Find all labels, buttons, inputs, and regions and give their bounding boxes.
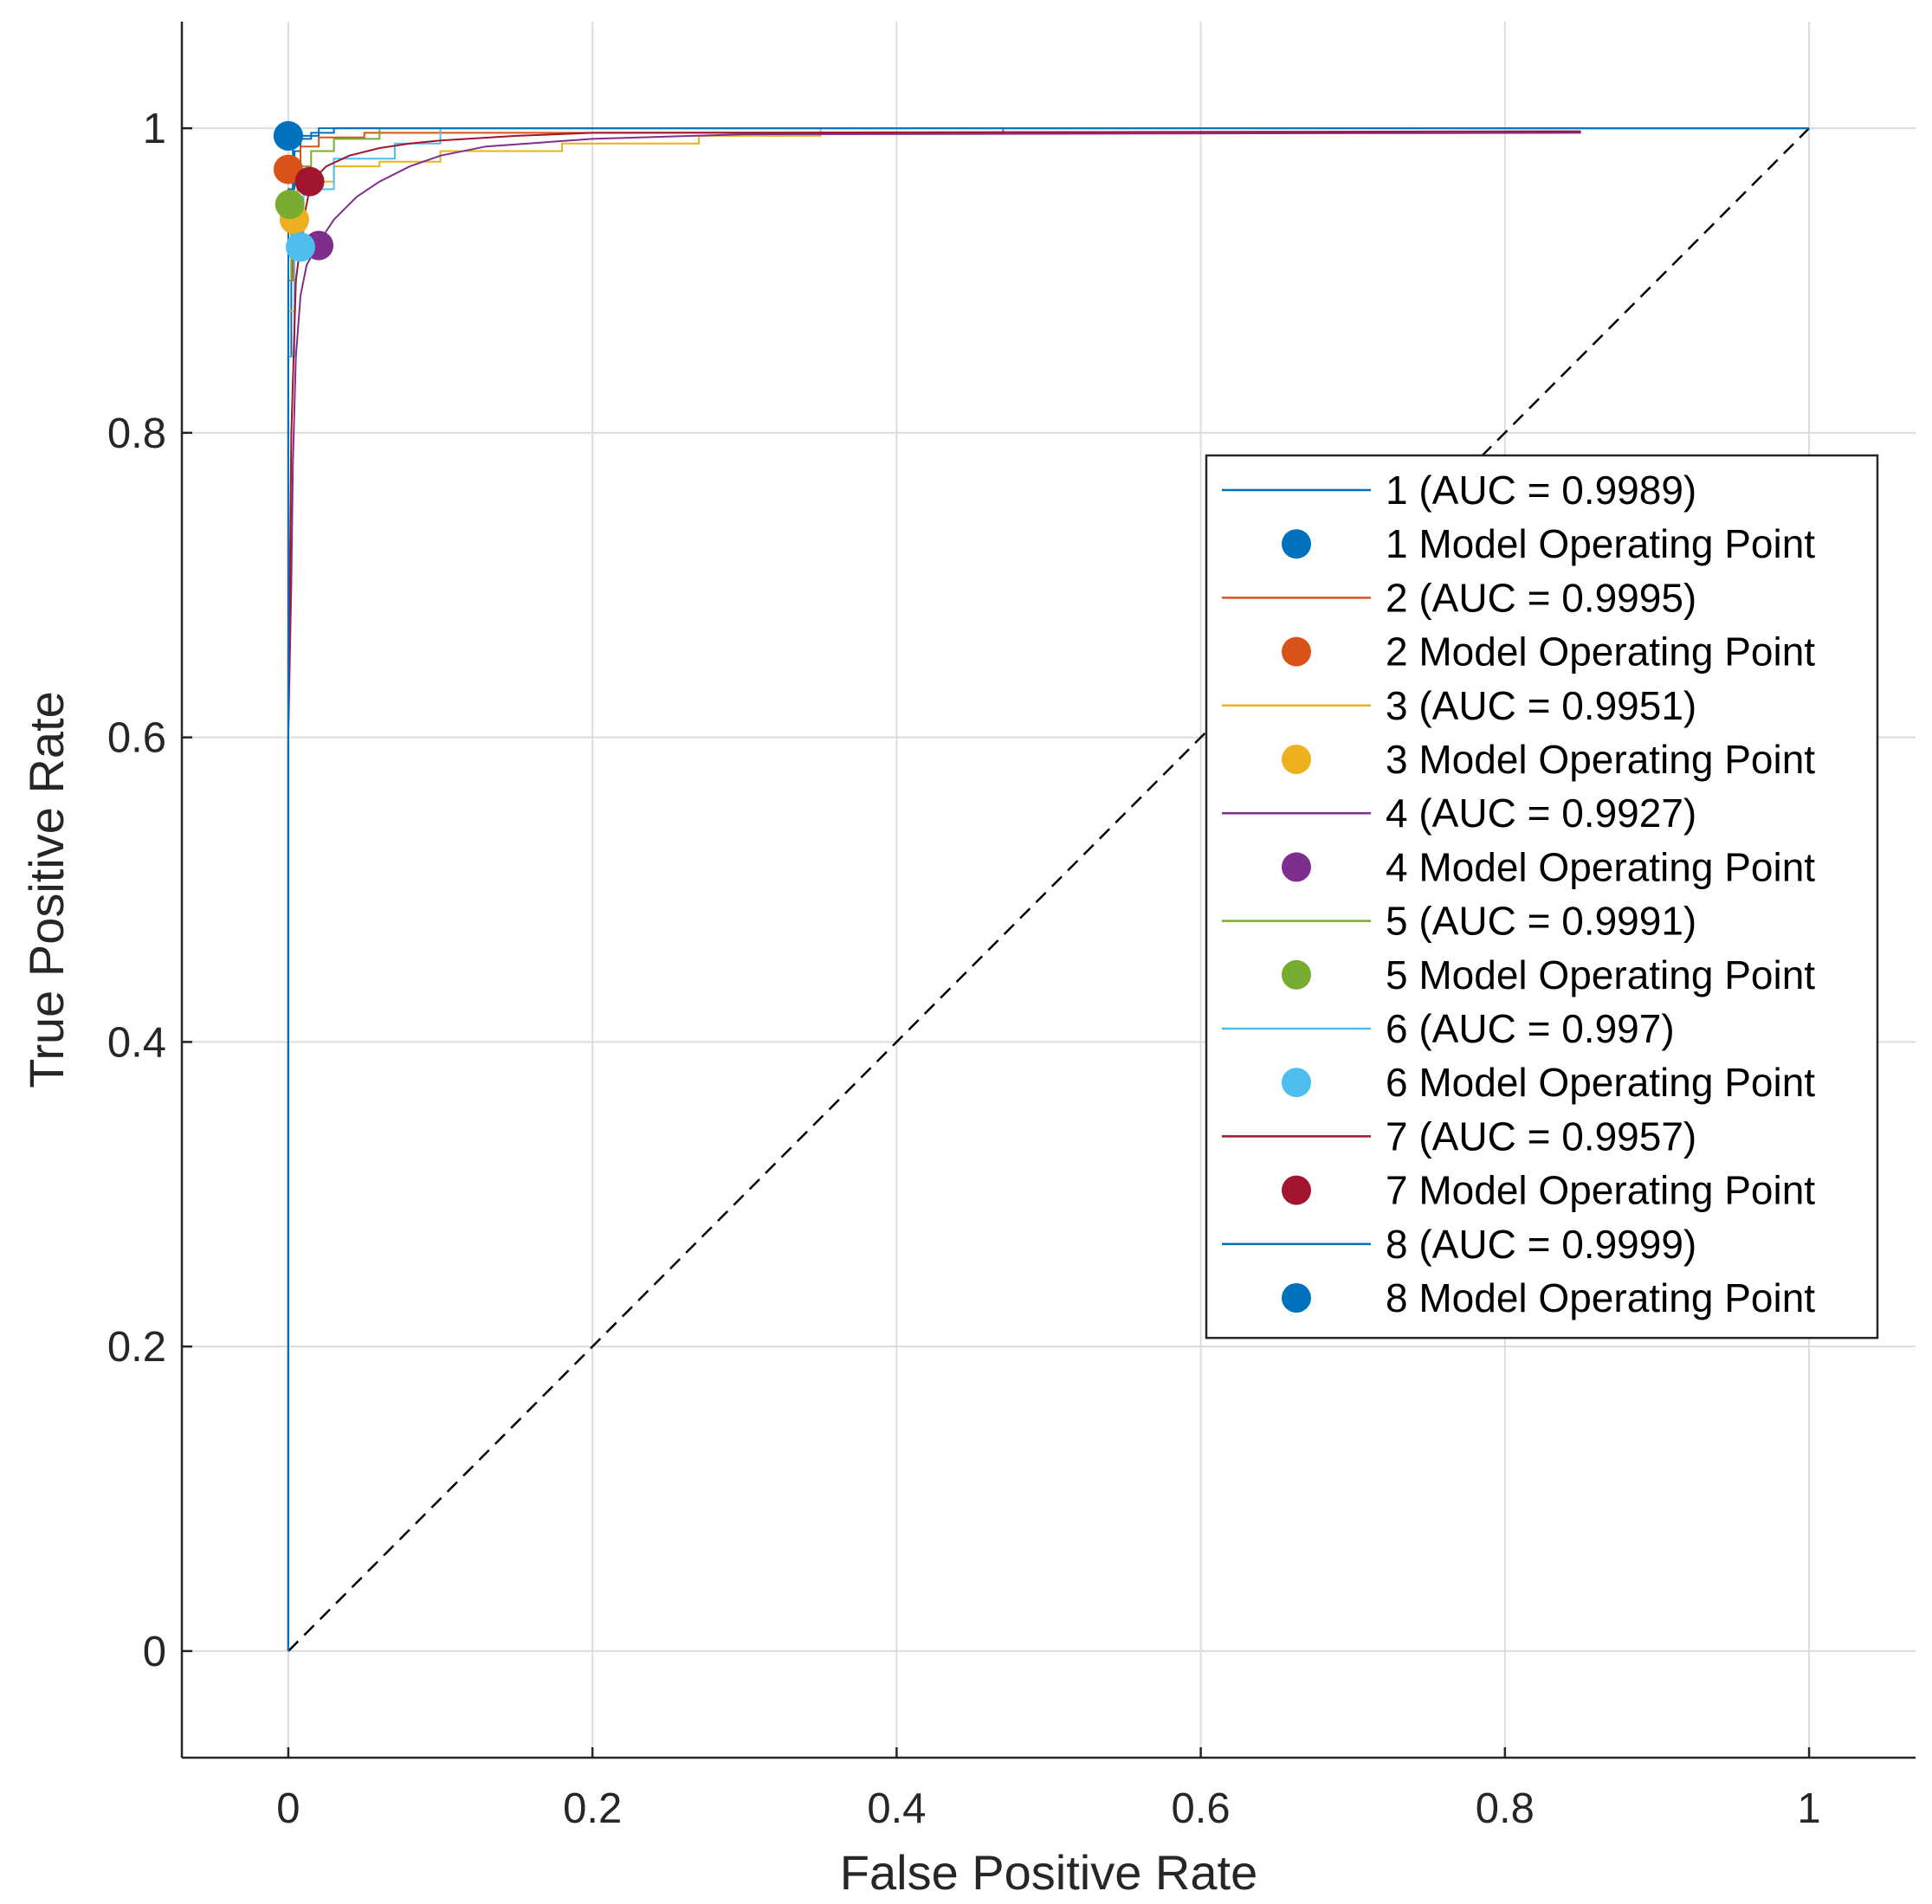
legend-entry-curve: 6 (AUC = 0.997) [1386, 1006, 1675, 1051]
axes [180, 22, 1916, 1759]
operating-points [273, 120, 334, 262]
operating-point-7 [294, 166, 325, 197]
legend-entry-curve: 3 (AUC = 0.9951) [1386, 683, 1696, 728]
legend-marker-swatch [1282, 529, 1311, 559]
legend-entry-curve: 5 (AUC = 0.9991) [1386, 899, 1696, 944]
legend-entry-operating-point: 1 Model Operating Point [1386, 521, 1815, 566]
legend-entry-curve: 2 (AUC = 0.9995) [1386, 575, 1696, 620]
x-tick-label: 0.4 [867, 1785, 926, 1832]
legend-entry-operating-point: 3 Model Operating Point [1386, 737, 1815, 782]
legend-entry-operating-point: 2 Model Operating Point [1386, 629, 1815, 674]
legend: 1 (AUC = 0.9989) 1 Model Operating Point 2… [1205, 454, 1879, 1339]
x-tick-label: 0 [276, 1785, 300, 1832]
y-tick-label: 1 [143, 106, 166, 152]
operating-point-5 [275, 190, 305, 220]
y-axis-label: True Positive Rate [19, 691, 74, 1088]
legend-entry-operating-point: 5 Model Operating Point [1386, 952, 1815, 997]
legend-entry-curve: 4 (AUC = 0.9927) [1386, 791, 1696, 836]
legend-box [1205, 454, 1879, 1339]
legend-marker-swatch [1282, 1068, 1311, 1098]
legend-entry-curve: 8 (AUC = 0.9999) [1386, 1222, 1696, 1267]
x-tick-label: 1 [1797, 1785, 1820, 1832]
y-tick-label: 0 [143, 1629, 166, 1675]
x-tick-label: 0.6 [1172, 1785, 1231, 1832]
legend-entry-operating-point: 7 Model Operating Point [1386, 1168, 1815, 1213]
legend-marker-swatch [1282, 1283, 1311, 1313]
x-tick-label: 0.2 [563, 1785, 622, 1832]
legend-marker-swatch [1282, 745, 1311, 774]
legend-entry-operating-point: 8 Model Operating Point [1386, 1275, 1815, 1320]
roc-curve-7 [287, 130, 1581, 1651]
legend-entry-operating-point: 6 Model Operating Point [1386, 1060, 1815, 1105]
y-tick-label: 0.2 [107, 1324, 166, 1371]
roc-curve-4 [287, 132, 1581, 1651]
legend-marker-swatch [1282, 959, 1311, 990]
x-axis-label: False Positive Rate [840, 1845, 1257, 1900]
roc-curve-5 [287, 127, 1810, 1651]
legend-marker-swatch [1282, 1175, 1311, 1205]
legend-marker-swatch [1282, 636, 1311, 667]
legend-entry-curve: 1 (AUC = 0.9989) [1386, 468, 1696, 513]
legend-entry-operating-point: 4 Model Operating Point [1386, 844, 1815, 889]
y-tick-label: 0.8 [107, 410, 166, 457]
roc-curves [287, 127, 1810, 1651]
x-tick-label: 0.8 [1476, 1785, 1535, 1832]
y-tick-label: 0.4 [107, 1019, 166, 1066]
operating-point-2 [273, 154, 303, 184]
y-tick-label: 0.6 [107, 715, 166, 762]
tick-labels: 0 0.2 0.4 0.6 0.8 1 0 0.2 0.4 0.6 0.8 1 [107, 106, 1821, 1832]
operating-point-8 [273, 120, 303, 151]
legend-marker-swatch [1282, 852, 1311, 882]
legend-entry-curve: 7 (AUC = 0.9957) [1386, 1113, 1696, 1159]
operating-point-6 [285, 232, 315, 262]
